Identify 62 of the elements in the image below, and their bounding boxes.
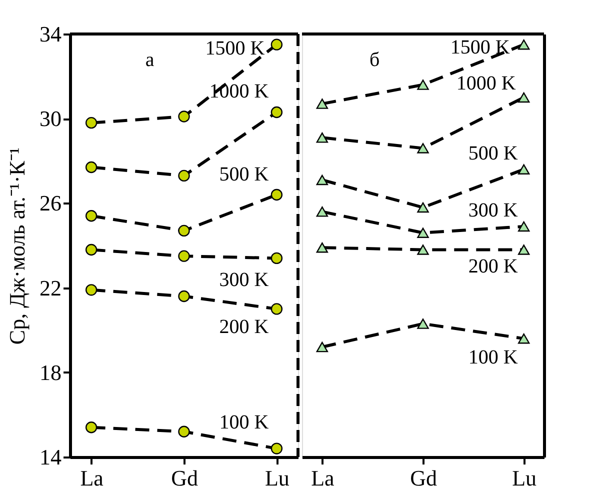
y-tick-label: 26 bbox=[40, 190, 62, 216]
point bbox=[85, 116, 98, 129]
point bbox=[316, 174, 328, 186]
series-label: 1500 K bbox=[205, 38, 266, 60]
point bbox=[178, 426, 190, 438]
x-tick-label: La bbox=[311, 466, 335, 486]
point bbox=[178, 290, 190, 302]
series-label: 500 K bbox=[219, 164, 270, 186]
point bbox=[316, 206, 328, 217]
point bbox=[518, 333, 530, 344]
series-label: 200 K bbox=[468, 256, 518, 278]
y-tick-label: 34 bbox=[40, 22, 62, 46]
point bbox=[270, 106, 283, 118]
point bbox=[417, 228, 429, 238]
point bbox=[417, 202, 429, 213]
y-tick-label: 18 bbox=[40, 360, 62, 385]
y-tick-label: 14 bbox=[40, 444, 62, 470]
point bbox=[316, 242, 328, 253]
annotation: б bbox=[370, 49, 380, 71]
point bbox=[417, 318, 429, 329]
point bbox=[270, 442, 283, 454]
point bbox=[270, 38, 283, 50]
point bbox=[518, 221, 530, 232]
point bbox=[417, 143, 429, 154]
point bbox=[417, 244, 429, 255]
point bbox=[178, 110, 190, 122]
point bbox=[85, 284, 98, 296]
series-label: 1000 K bbox=[456, 72, 516, 94]
series-label: 100 K bbox=[468, 346, 518, 369]
point bbox=[85, 161, 98, 174]
point bbox=[417, 80, 429, 90]
point bbox=[518, 39, 530, 50]
point bbox=[316, 132, 328, 143]
x-tick-label: Gd bbox=[171, 466, 198, 486]
point bbox=[270, 303, 283, 315]
point bbox=[178, 170, 190, 182]
series-label: 500 K bbox=[468, 142, 518, 164]
x-tick-label: La bbox=[80, 466, 104, 486]
point bbox=[178, 224, 190, 237]
y-tick-label: 22 bbox=[40, 275, 62, 300]
point bbox=[518, 164, 530, 174]
y-axis-title: Ср, Дж·моль ат.⁻¹·К⁻¹ bbox=[4, 147, 30, 345]
point bbox=[518, 244, 530, 255]
point bbox=[270, 188, 283, 201]
x-tick-label: Gd bbox=[410, 466, 437, 486]
x-tick-label: Lu bbox=[264, 466, 290, 486]
series-label: 300 K bbox=[219, 269, 270, 292]
annotation: а bbox=[145, 49, 154, 71]
x-tick-label: Lu bbox=[512, 466, 537, 486]
series-label: 300 K bbox=[468, 199, 518, 222]
series-label: 200 K bbox=[219, 316, 270, 338]
series-label: 1500 K bbox=[450, 36, 510, 59]
y-tick-label: 30 bbox=[40, 106, 62, 132]
point bbox=[518, 92, 530, 103]
point bbox=[85, 210, 98, 222]
series-label: 100 K bbox=[219, 412, 270, 434]
point bbox=[85, 422, 98, 434]
point bbox=[178, 250, 190, 262]
point bbox=[85, 244, 98, 256]
point bbox=[316, 98, 328, 109]
point bbox=[316, 342, 328, 352]
point bbox=[270, 252, 283, 264]
